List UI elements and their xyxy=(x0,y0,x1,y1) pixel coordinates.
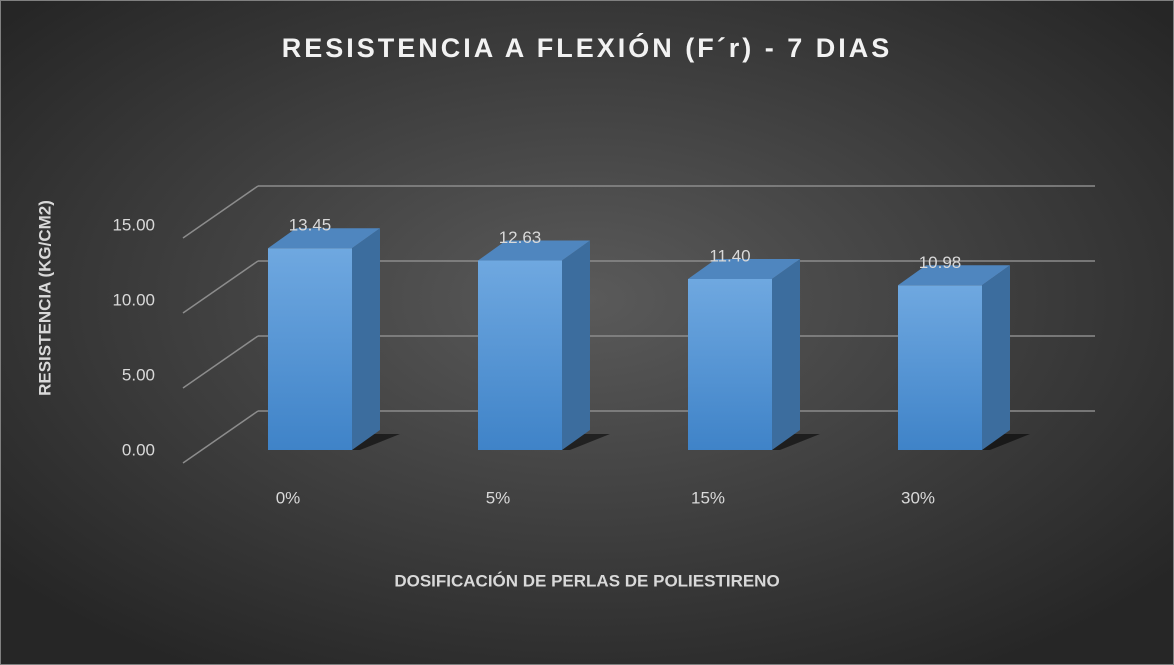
bar xyxy=(898,285,982,450)
bar xyxy=(688,279,772,450)
data-label: 11.40 xyxy=(709,246,750,265)
data-label: 13.45 xyxy=(289,216,332,235)
chart-title: RESISTENCIA A FLEXIÓN (F´r) - 7 DIAS xyxy=(282,32,893,63)
x-axis-title: DOSIFICACIÓN DE PERLAS DE POLIESTIRENO xyxy=(394,571,779,590)
x-tick-label: 5% xyxy=(486,488,511,507)
bar xyxy=(478,260,562,450)
x-tick-label: 30% xyxy=(901,488,935,507)
bar-side xyxy=(352,228,380,450)
y-tick-label: 10.00 xyxy=(112,290,155,309)
bar-top xyxy=(478,240,590,261)
y-axis-title: RESISTENCIA (KG/CM2) xyxy=(35,200,54,396)
grid-line xyxy=(182,410,259,464)
grid-line xyxy=(182,335,259,389)
bar-side xyxy=(562,240,590,450)
x-tick-label: 15% xyxy=(691,488,725,507)
x-tick-label: 0% xyxy=(276,488,301,507)
data-label: 12.63 xyxy=(499,228,542,247)
bar-side xyxy=(772,259,800,450)
y-tick-label: 5.00 xyxy=(122,365,155,384)
grid-line xyxy=(182,185,259,239)
y-tick-label: 15.00 xyxy=(112,215,155,234)
grid-line xyxy=(182,260,259,314)
bar xyxy=(268,248,352,450)
y-tick-label: 0.00 xyxy=(122,440,155,459)
bar-side xyxy=(982,265,1010,450)
bar-top xyxy=(268,228,380,249)
bar-top xyxy=(898,265,1010,286)
data-label: 10.98 xyxy=(919,253,962,272)
bar-top xyxy=(688,259,800,279)
